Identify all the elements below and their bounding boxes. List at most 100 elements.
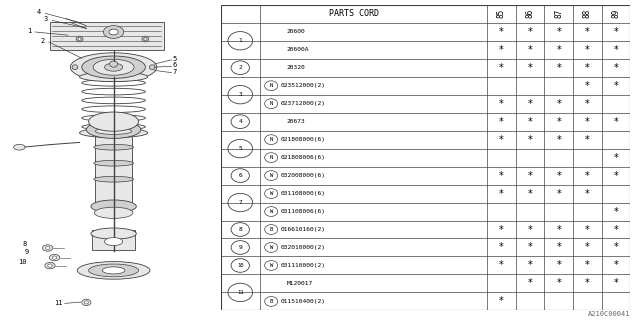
- Text: *: *: [556, 45, 561, 55]
- Text: W: W: [269, 191, 273, 196]
- Text: *: *: [556, 225, 561, 235]
- Text: *: *: [499, 45, 504, 55]
- Text: *: *: [614, 117, 618, 127]
- Text: 1: 1: [238, 38, 242, 43]
- Text: *: *: [499, 135, 504, 145]
- Text: N: N: [269, 155, 273, 160]
- Text: 2: 2: [41, 38, 45, 44]
- Ellipse shape: [77, 262, 150, 279]
- Text: N: N: [269, 101, 273, 106]
- Text: 86: 86: [525, 9, 534, 19]
- Text: 7: 7: [173, 68, 177, 75]
- Ellipse shape: [86, 121, 141, 139]
- Ellipse shape: [104, 237, 123, 246]
- Text: *: *: [527, 278, 532, 288]
- Text: 6: 6: [238, 173, 242, 178]
- Text: *: *: [614, 171, 618, 180]
- Ellipse shape: [13, 144, 25, 150]
- Text: 016610160(2): 016610160(2): [281, 227, 326, 232]
- Text: 20673: 20673: [286, 119, 305, 124]
- Text: *: *: [527, 260, 532, 270]
- Text: *: *: [585, 135, 590, 145]
- Text: *: *: [527, 63, 532, 73]
- Text: *: *: [556, 99, 561, 109]
- Ellipse shape: [93, 144, 134, 150]
- Text: B: B: [269, 227, 273, 232]
- Text: 6: 6: [173, 62, 177, 68]
- Text: *: *: [585, 117, 590, 127]
- Ellipse shape: [94, 207, 133, 218]
- Text: *: *: [585, 99, 590, 109]
- Text: 011510400(2): 011510400(2): [281, 299, 326, 304]
- Text: 9: 9: [238, 245, 242, 250]
- Text: N: N: [269, 83, 273, 88]
- Text: *: *: [614, 206, 618, 217]
- Ellipse shape: [43, 245, 53, 251]
- Ellipse shape: [149, 65, 155, 70]
- Text: 8: 8: [23, 241, 27, 247]
- Text: *: *: [527, 135, 532, 145]
- Text: A210C00041: A210C00041: [588, 311, 630, 317]
- Text: *: *: [585, 81, 590, 91]
- Text: 4: 4: [238, 119, 242, 124]
- Text: *: *: [499, 188, 504, 198]
- Text: *: *: [556, 188, 561, 198]
- Text: *: *: [556, 135, 561, 145]
- Ellipse shape: [84, 301, 88, 304]
- Ellipse shape: [45, 246, 50, 250]
- Text: 89: 89: [612, 9, 621, 19]
- Text: 023512000(2): 023512000(2): [281, 83, 326, 88]
- Ellipse shape: [104, 26, 124, 38]
- Text: *: *: [499, 117, 504, 127]
- Text: *: *: [527, 225, 532, 235]
- Text: 88: 88: [583, 9, 592, 19]
- Text: *: *: [585, 260, 590, 270]
- Text: *: *: [614, 81, 618, 91]
- Text: 5: 5: [238, 146, 242, 151]
- Text: B: B: [269, 299, 273, 304]
- Text: *: *: [499, 27, 504, 37]
- Text: *: *: [585, 171, 590, 180]
- Text: 032010000(2): 032010000(2): [281, 245, 326, 250]
- Text: 031110000(2): 031110000(2): [281, 263, 326, 268]
- Ellipse shape: [104, 63, 123, 71]
- Text: N: N: [269, 137, 273, 142]
- Text: 87: 87: [554, 9, 563, 19]
- Text: *: *: [556, 27, 561, 37]
- Text: *: *: [499, 99, 504, 109]
- Bar: [92, 230, 135, 250]
- Text: 8: 8: [238, 227, 242, 232]
- Text: *: *: [614, 153, 618, 163]
- Ellipse shape: [102, 267, 125, 274]
- Text: 021808000(6): 021808000(6): [281, 137, 326, 142]
- Text: *: *: [527, 171, 532, 180]
- Text: 2: 2: [238, 65, 242, 70]
- Ellipse shape: [49, 254, 60, 261]
- Text: *: *: [556, 171, 561, 180]
- Text: *: *: [527, 117, 532, 127]
- Text: *: *: [499, 243, 504, 252]
- Bar: [95, 131, 132, 205]
- Ellipse shape: [93, 59, 134, 75]
- Ellipse shape: [79, 128, 148, 138]
- Text: *: *: [614, 278, 618, 288]
- Ellipse shape: [45, 262, 55, 269]
- Text: W: W: [269, 173, 273, 178]
- Text: *: *: [499, 296, 504, 307]
- Text: W: W: [269, 263, 273, 268]
- Text: 032008000(6): 032008000(6): [281, 173, 326, 178]
- Text: 023712000(2): 023712000(2): [281, 101, 326, 106]
- Text: 11: 11: [54, 300, 63, 306]
- Text: *: *: [527, 99, 532, 109]
- Text: 3: 3: [238, 92, 242, 97]
- Text: *: *: [585, 45, 590, 55]
- Text: *: *: [527, 188, 532, 198]
- Text: 10: 10: [18, 259, 27, 265]
- Text: 5: 5: [173, 56, 177, 62]
- Text: *: *: [556, 278, 561, 288]
- Text: 7: 7: [238, 200, 242, 205]
- Ellipse shape: [93, 160, 134, 166]
- Text: 85: 85: [497, 9, 506, 19]
- Text: 021808006(6): 021808006(6): [281, 155, 326, 160]
- Ellipse shape: [76, 36, 83, 42]
